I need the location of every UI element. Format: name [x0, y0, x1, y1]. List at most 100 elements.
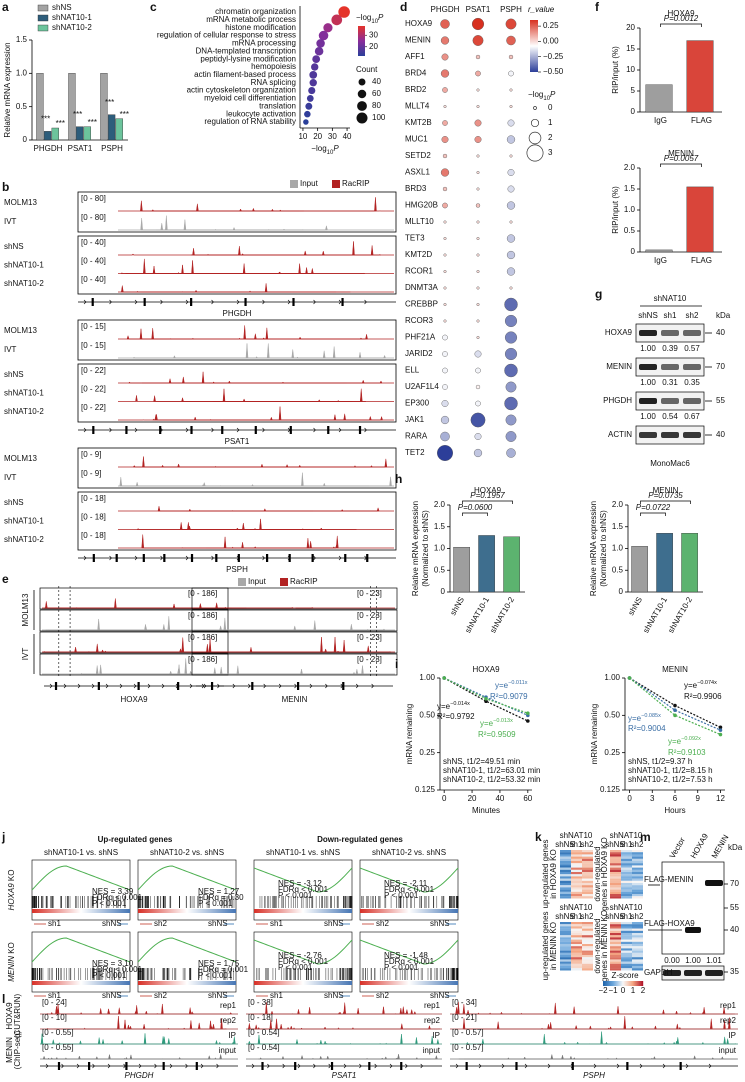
row-label: IVT — [21, 648, 30, 661]
strand-arrow — [616, 1063, 620, 1069]
row-label: BRD3 — [405, 184, 427, 193]
x-tick-label: FLAG — [691, 256, 712, 265]
heat-cell — [560, 869, 571, 873]
heat-cell — [632, 872, 643, 875]
p-value: P=0.0600 — [458, 503, 493, 512]
heat-cell — [610, 876, 621, 879]
x-tick-label: 0 — [442, 794, 447, 803]
heat-cell — [632, 863, 643, 866]
legend-cell — [605, 981, 607, 986]
heat-cell — [621, 968, 632, 971]
heat-cell — [571, 930, 582, 934]
dot — [474, 119, 482, 127]
heat-cell — [582, 944, 593, 947]
heat-cell — [621, 883, 632, 886]
band — [684, 970, 702, 976]
significance: *** — [105, 98, 114, 107]
row-label: MLLT4 — [405, 102, 430, 111]
stat: FDRq < 0.001 — [92, 965, 143, 974]
stat: NES = 1.75 — [198, 959, 240, 968]
text-sup: −0.074x — [697, 680, 717, 686]
side-label: genes in HOXA9 KO — [600, 837, 609, 910]
plot-frame — [359, 859, 459, 921]
heat-cell — [610, 922, 621, 925]
annotation: R²=0.9509 — [478, 730, 516, 739]
heat-cell — [571, 858, 582, 862]
row-label: U2AF1L4 — [405, 382, 439, 391]
text-part: R²=0.9906 — [684, 692, 722, 701]
legend-title: −log10P — [528, 90, 556, 101]
exon — [342, 682, 345, 690]
strand-arrow — [355, 683, 359, 689]
strand-arrow — [185, 1063, 188, 1069]
legend-label: shNAT10-2, t1/2=7.53 h — [628, 775, 713, 784]
y-axis-label: mRNA remaining — [405, 704, 414, 764]
x-tick-label: 9 — [696, 794, 701, 803]
y-axis-label: (Normalized to shNS) — [421, 510, 430, 587]
legend-cell — [607, 981, 609, 986]
legend-cell — [641, 981, 643, 986]
dot — [506, 135, 516, 144]
heat-cell — [610, 968, 621, 971]
heat-cell — [632, 887, 643, 890]
suffix: KO — [7, 870, 16, 884]
text-part: R²=0.9103 — [668, 748, 706, 757]
heat-cell — [560, 880, 571, 884]
marker-label: 40 — [716, 328, 725, 337]
unit-label: kDa — [716, 311, 731, 320]
exon — [162, 1062, 165, 1070]
legend-cell — [640, 981, 642, 986]
heat-cell — [560, 872, 571, 875]
y-tick-label: 1.5 — [624, 184, 636, 193]
dot — [474, 433, 482, 440]
lane-label: sh2 — [686, 311, 699, 320]
row-label: TET2 — [405, 448, 425, 457]
text-part: y=e — [495, 681, 509, 690]
track-label: MOLM13 — [4, 326, 37, 335]
heat-cell — [571, 876, 582, 879]
exon — [358, 426, 362, 434]
y-tick-label: 0 — [631, 247, 636, 256]
heat-cell — [632, 865, 643, 868]
dot — [476, 187, 480, 191]
heat-cell — [621, 948, 632, 951]
heat-cell — [621, 922, 632, 925]
row-label: RARA — [405, 432, 428, 441]
strand-arrow — [160, 555, 163, 561]
legend-cell — [614, 981, 616, 986]
x-tick-label: 40 — [495, 794, 504, 803]
coverage — [118, 388, 394, 402]
x-tick-label: 30 — [328, 132, 337, 141]
y-tick-label: 0 — [619, 587, 624, 596]
dot — [506, 201, 516, 210]
dot — [441, 400, 449, 407]
legend-cell — [603, 981, 605, 986]
heat-cell — [582, 894, 593, 897]
strand-arrow — [593, 1063, 597, 1069]
heat-cell — [610, 935, 621, 938]
stat: P < 0.001 — [92, 971, 127, 980]
row-label: MOLM13 — [21, 593, 30, 626]
panel-letter: m — [640, 830, 651, 844]
track-label: IVT — [4, 345, 17, 354]
coverage — [118, 343, 394, 359]
dot — [509, 286, 513, 290]
strand-arrow — [211, 427, 214, 433]
bar — [686, 186, 714, 253]
heat-cell — [582, 961, 593, 964]
heat-cell — [571, 959, 582, 962]
category-label: leukocyte activation — [226, 109, 296, 118]
heat-cell — [582, 876, 593, 879]
heat-cell — [582, 856, 593, 859]
stat: P < 0.001 — [92, 899, 127, 908]
coverage — [118, 241, 394, 256]
dot — [304, 110, 311, 118]
marker-label: 70 — [716, 362, 725, 371]
blot-label: GAPDH — [644, 968, 673, 977]
track-group — [77, 491, 397, 551]
y-tick-label: 1.0 — [612, 544, 624, 553]
row-label: JAK1 — [405, 415, 425, 424]
heat-cell — [621, 959, 632, 962]
bracket — [640, 500, 691, 504]
row-label: BRD4 — [405, 69, 427, 78]
